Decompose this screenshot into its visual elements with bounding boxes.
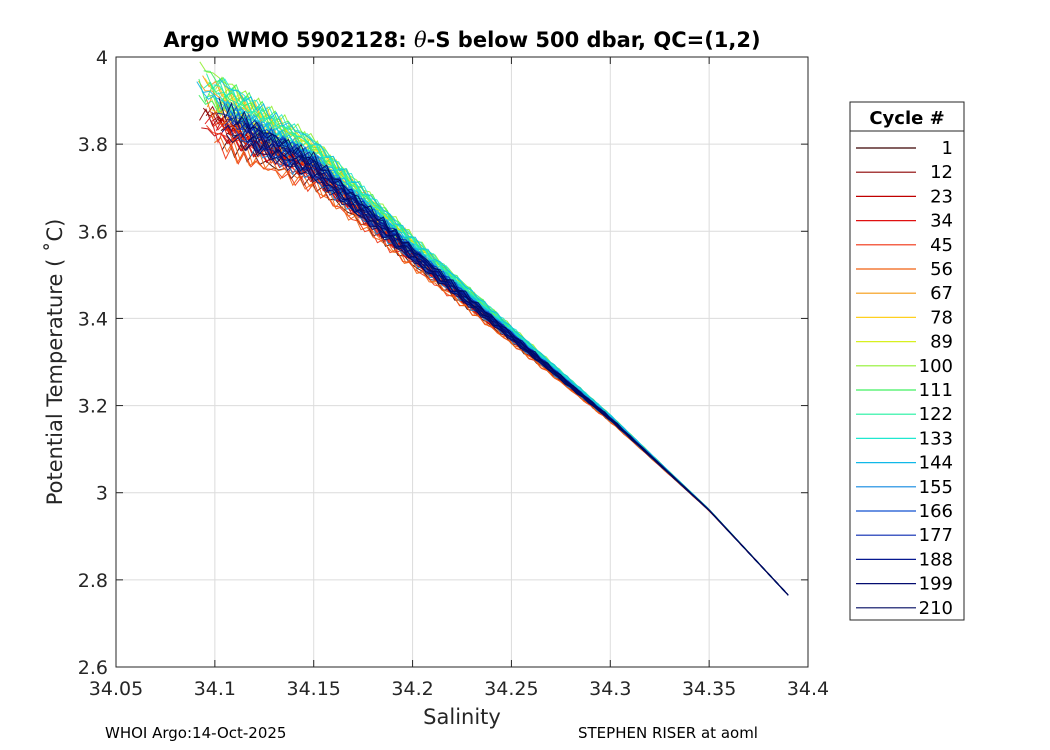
legend-label-177: 177 <box>919 525 953 546</box>
legend-label-144: 144 <box>919 453 953 474</box>
y-tick-label: 4 <box>96 47 108 69</box>
axes-box <box>115 56 809 668</box>
legend-label-122: 122 <box>919 404 953 425</box>
x-tick-label: 34.1 <box>194 678 236 700</box>
x-tick-label: 34.15 <box>287 678 341 700</box>
legend-label-67: 67 <box>930 283 953 304</box>
legend-label-199: 199 <box>919 574 953 595</box>
legend-label-56: 56 <box>930 259 953 280</box>
chart-title: Argo WMO 5902128: θ-S below 500 dbar, QC… <box>163 28 760 52</box>
x-tick-label: 34.2 <box>391 678 433 700</box>
chart-title-suffix: -S below 500 dbar, QC=(1,2) <box>427 28 761 52</box>
legend-label-89: 89 <box>930 332 953 353</box>
x-tick-label: 34.3 <box>589 678 631 700</box>
legend-label-45: 45 <box>930 235 953 256</box>
footer-right-note: STEPHEN RISER at aoml <box>578 724 758 742</box>
legend-label-155: 155 <box>919 477 953 498</box>
chart-title-theta: θ <box>414 28 427 52</box>
legend-items: 1 12 23 34 45 56 67 78 89 100 111 122 133 144 155 166 17… <box>856 138 953 619</box>
legend-label-1: 1 <box>942 138 953 159</box>
legend-label-133: 133 <box>919 428 953 449</box>
y-axis-label: Potential Temperature ( ˚C) <box>43 219 67 506</box>
legend-label-12: 12 <box>930 162 953 183</box>
legend-box <box>849 101 965 621</box>
grid <box>115 56 809 668</box>
profiles <box>196 61 789 596</box>
legend-label-111: 111 <box>919 380 953 401</box>
y-tick-label: 3 <box>96 483 108 505</box>
legend-label-78: 78 <box>930 307 953 328</box>
y-tick-label: 3.2 <box>78 396 108 418</box>
x-tick-label: 34.25 <box>484 678 538 700</box>
y-tick-label: 3.8 <box>78 134 108 156</box>
legend-title: Cycle # <box>869 108 944 129</box>
legend: Cycle # 1 12 23 34 45 56 67 78 89 100 111 122 133 144… <box>849 101 965 621</box>
y-axis-ticks: 2.6 2.8 3 3.2 3.4 3.6 3.8 4 <box>78 47 808 679</box>
legend-label-23: 23 <box>930 186 953 207</box>
y-tick-label: 2.8 <box>78 570 108 592</box>
x-tick-label: 34.35 <box>682 678 736 700</box>
legend-label-188: 188 <box>919 549 953 570</box>
chart-title-prefix: Argo WMO 5902128: <box>163 28 414 52</box>
footer-left-note: WHOI Argo:14-Oct-2025 <box>105 724 287 742</box>
legend-label-100: 100 <box>919 356 953 377</box>
y-tick-label: 2.6 <box>78 657 108 679</box>
plot-area <box>116 57 808 667</box>
x-tick-label: 34.05 <box>89 678 143 700</box>
x-axis-label: Salinity <box>423 705 501 729</box>
legend-label-210: 210 <box>919 598 953 619</box>
legend-label-34: 34 <box>930 211 953 232</box>
legend-label-166: 166 <box>919 501 953 522</box>
x-axis-ticks: 34.05 34.1 34.15 34.2 34.25 34.3 34.35 34.4 <box>89 57 829 700</box>
profile-line-210 <box>218 97 789 596</box>
x-tick-label: 34.4 <box>787 678 829 700</box>
y-tick-label: 3.4 <box>78 308 108 330</box>
y-tick-label: 3.6 <box>78 221 108 243</box>
